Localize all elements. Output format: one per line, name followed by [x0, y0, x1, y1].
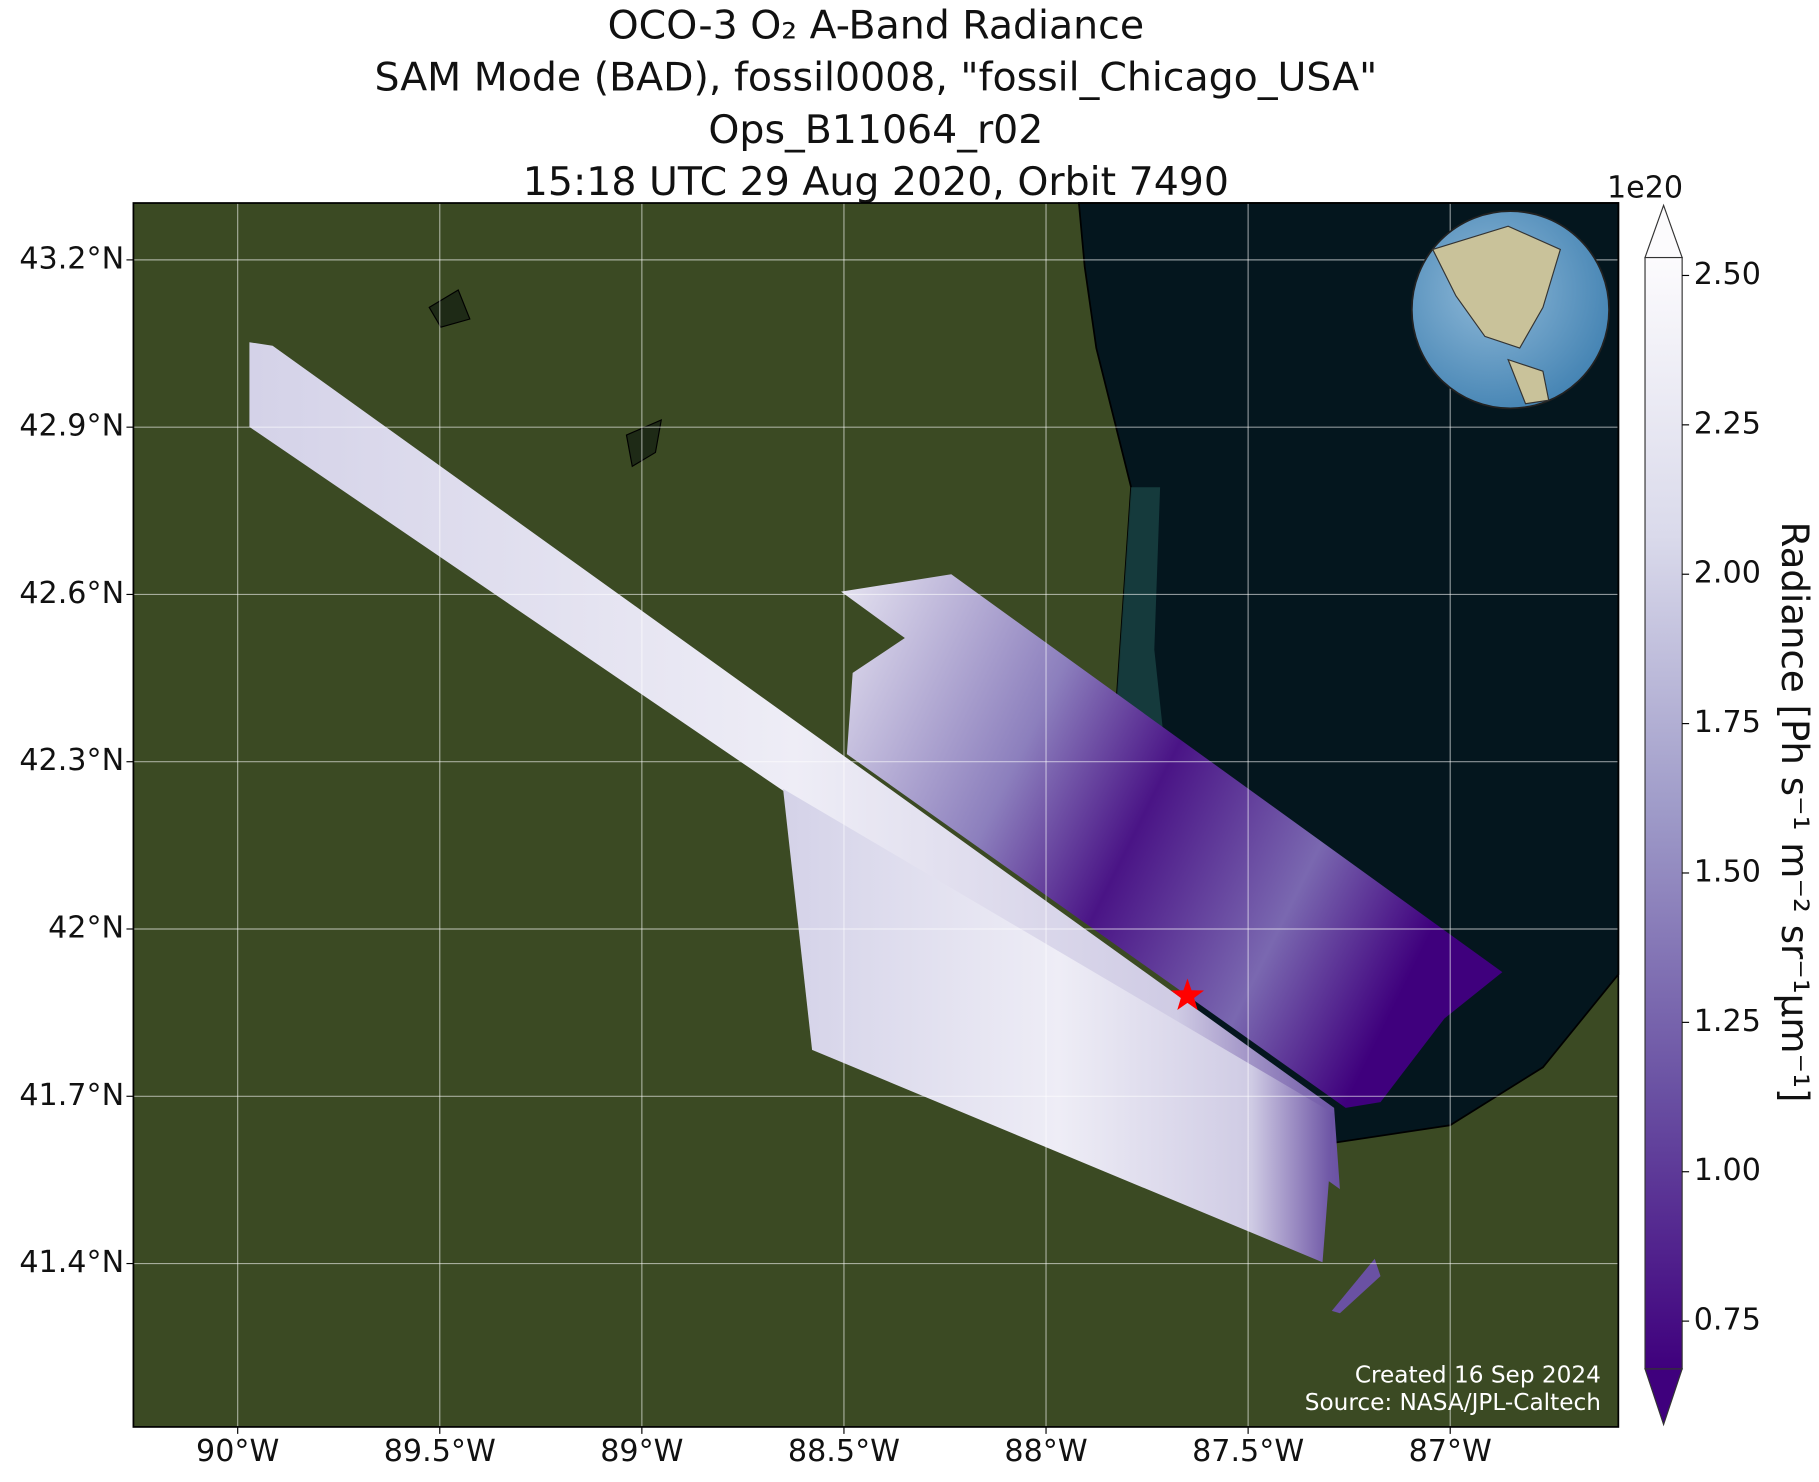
x-tick-label: 89.5°W: [384, 1434, 496, 1469]
x-tick-label: 88°W: [1004, 1434, 1087, 1469]
y-tick-label: 41.7°N: [19, 1078, 124, 1113]
y-tick-label: 42.6°N: [19, 576, 124, 611]
swath: [841, 574, 1503, 1108]
credit: Source: NASA/JPL-Caltech: [1305, 1389, 1601, 1416]
colorbar-tick-label: 2.50: [1694, 257, 1761, 292]
colorbar-extend-max: [1644, 203, 1683, 259]
colorbar-tick-label: 0.75: [1694, 1303, 1761, 1338]
colorbar-scale: 1e20: [1607, 171, 1683, 206]
x-tick-label: 90°W: [196, 1434, 279, 1469]
target-star: [1170, 978, 1205, 1010]
title-block: OCO-3 O₂ A-Band Radiance SAM Mode (BAD), …: [374, 2, 1377, 205]
colorbar-tick-label: 1.25: [1694, 1004, 1761, 1039]
y-tick-label: 41.4°N: [19, 1245, 124, 1280]
globe-land: [1431, 225, 1562, 405]
chart-title: Ops_B11064_r02: [708, 107, 1043, 153]
chart-title: 15:18 UTC 29 Aug 2020, Orbit 7490: [523, 159, 1229, 205]
x-tick-label: 88.5°W: [788, 1434, 900, 1469]
credit: Created 16 Sep 2024: [1355, 1361, 1601, 1388]
swath: [783, 788, 1335, 1263]
swath: [1331, 1258, 1381, 1314]
colorbar-tick-label: 2.00: [1694, 556, 1761, 591]
x-tick-label: 87°W: [1409, 1434, 1492, 1469]
map-frame: [132, 202, 1620, 1428]
chart-title: OCO-3 O₂ A-Band Radiance: [608, 2, 1144, 48]
y-tick-label: 42.9°N: [19, 409, 124, 444]
colorbar-tick-label: 2.25: [1694, 406, 1761, 441]
x-tick-label: 89°W: [600, 1434, 683, 1469]
colorbar-tick-label: 1.00: [1694, 1153, 1761, 1188]
colorbar: [1644, 256, 1683, 1370]
axes: 90°W 89.5°W 89°W 88.5°W 88°W 87.5°W 87°W 41.4°N…: [19, 203, 1619, 1469]
y-tick-label: 42.3°N: [19, 743, 124, 778]
colorbar-tick-label: 1.75: [1694, 705, 1761, 740]
figure: OCO-3 O₂ A-Band Radiance SAM Mode (BAD), …: [19, 2, 1816, 1469]
inland-lakes: [428, 289, 663, 468]
chart-title: SAM Mode (BAD), fossil0008, "fossil_Chic…: [374, 55, 1377, 101]
colorbar-extend-min: [1644, 1368, 1683, 1427]
colorbar-label: Radiance [Ph s⁻¹ m⁻² sr⁻¹μm⁻¹]: [1773, 522, 1816, 1103]
y-tick-label: 43.2°N: [19, 241, 124, 276]
y-tick-label: 42°N: [48, 910, 124, 945]
colorbar-tick-label: 1.50: [1694, 854, 1761, 889]
x-tick-label: 87.5°W: [1192, 1434, 1304, 1469]
